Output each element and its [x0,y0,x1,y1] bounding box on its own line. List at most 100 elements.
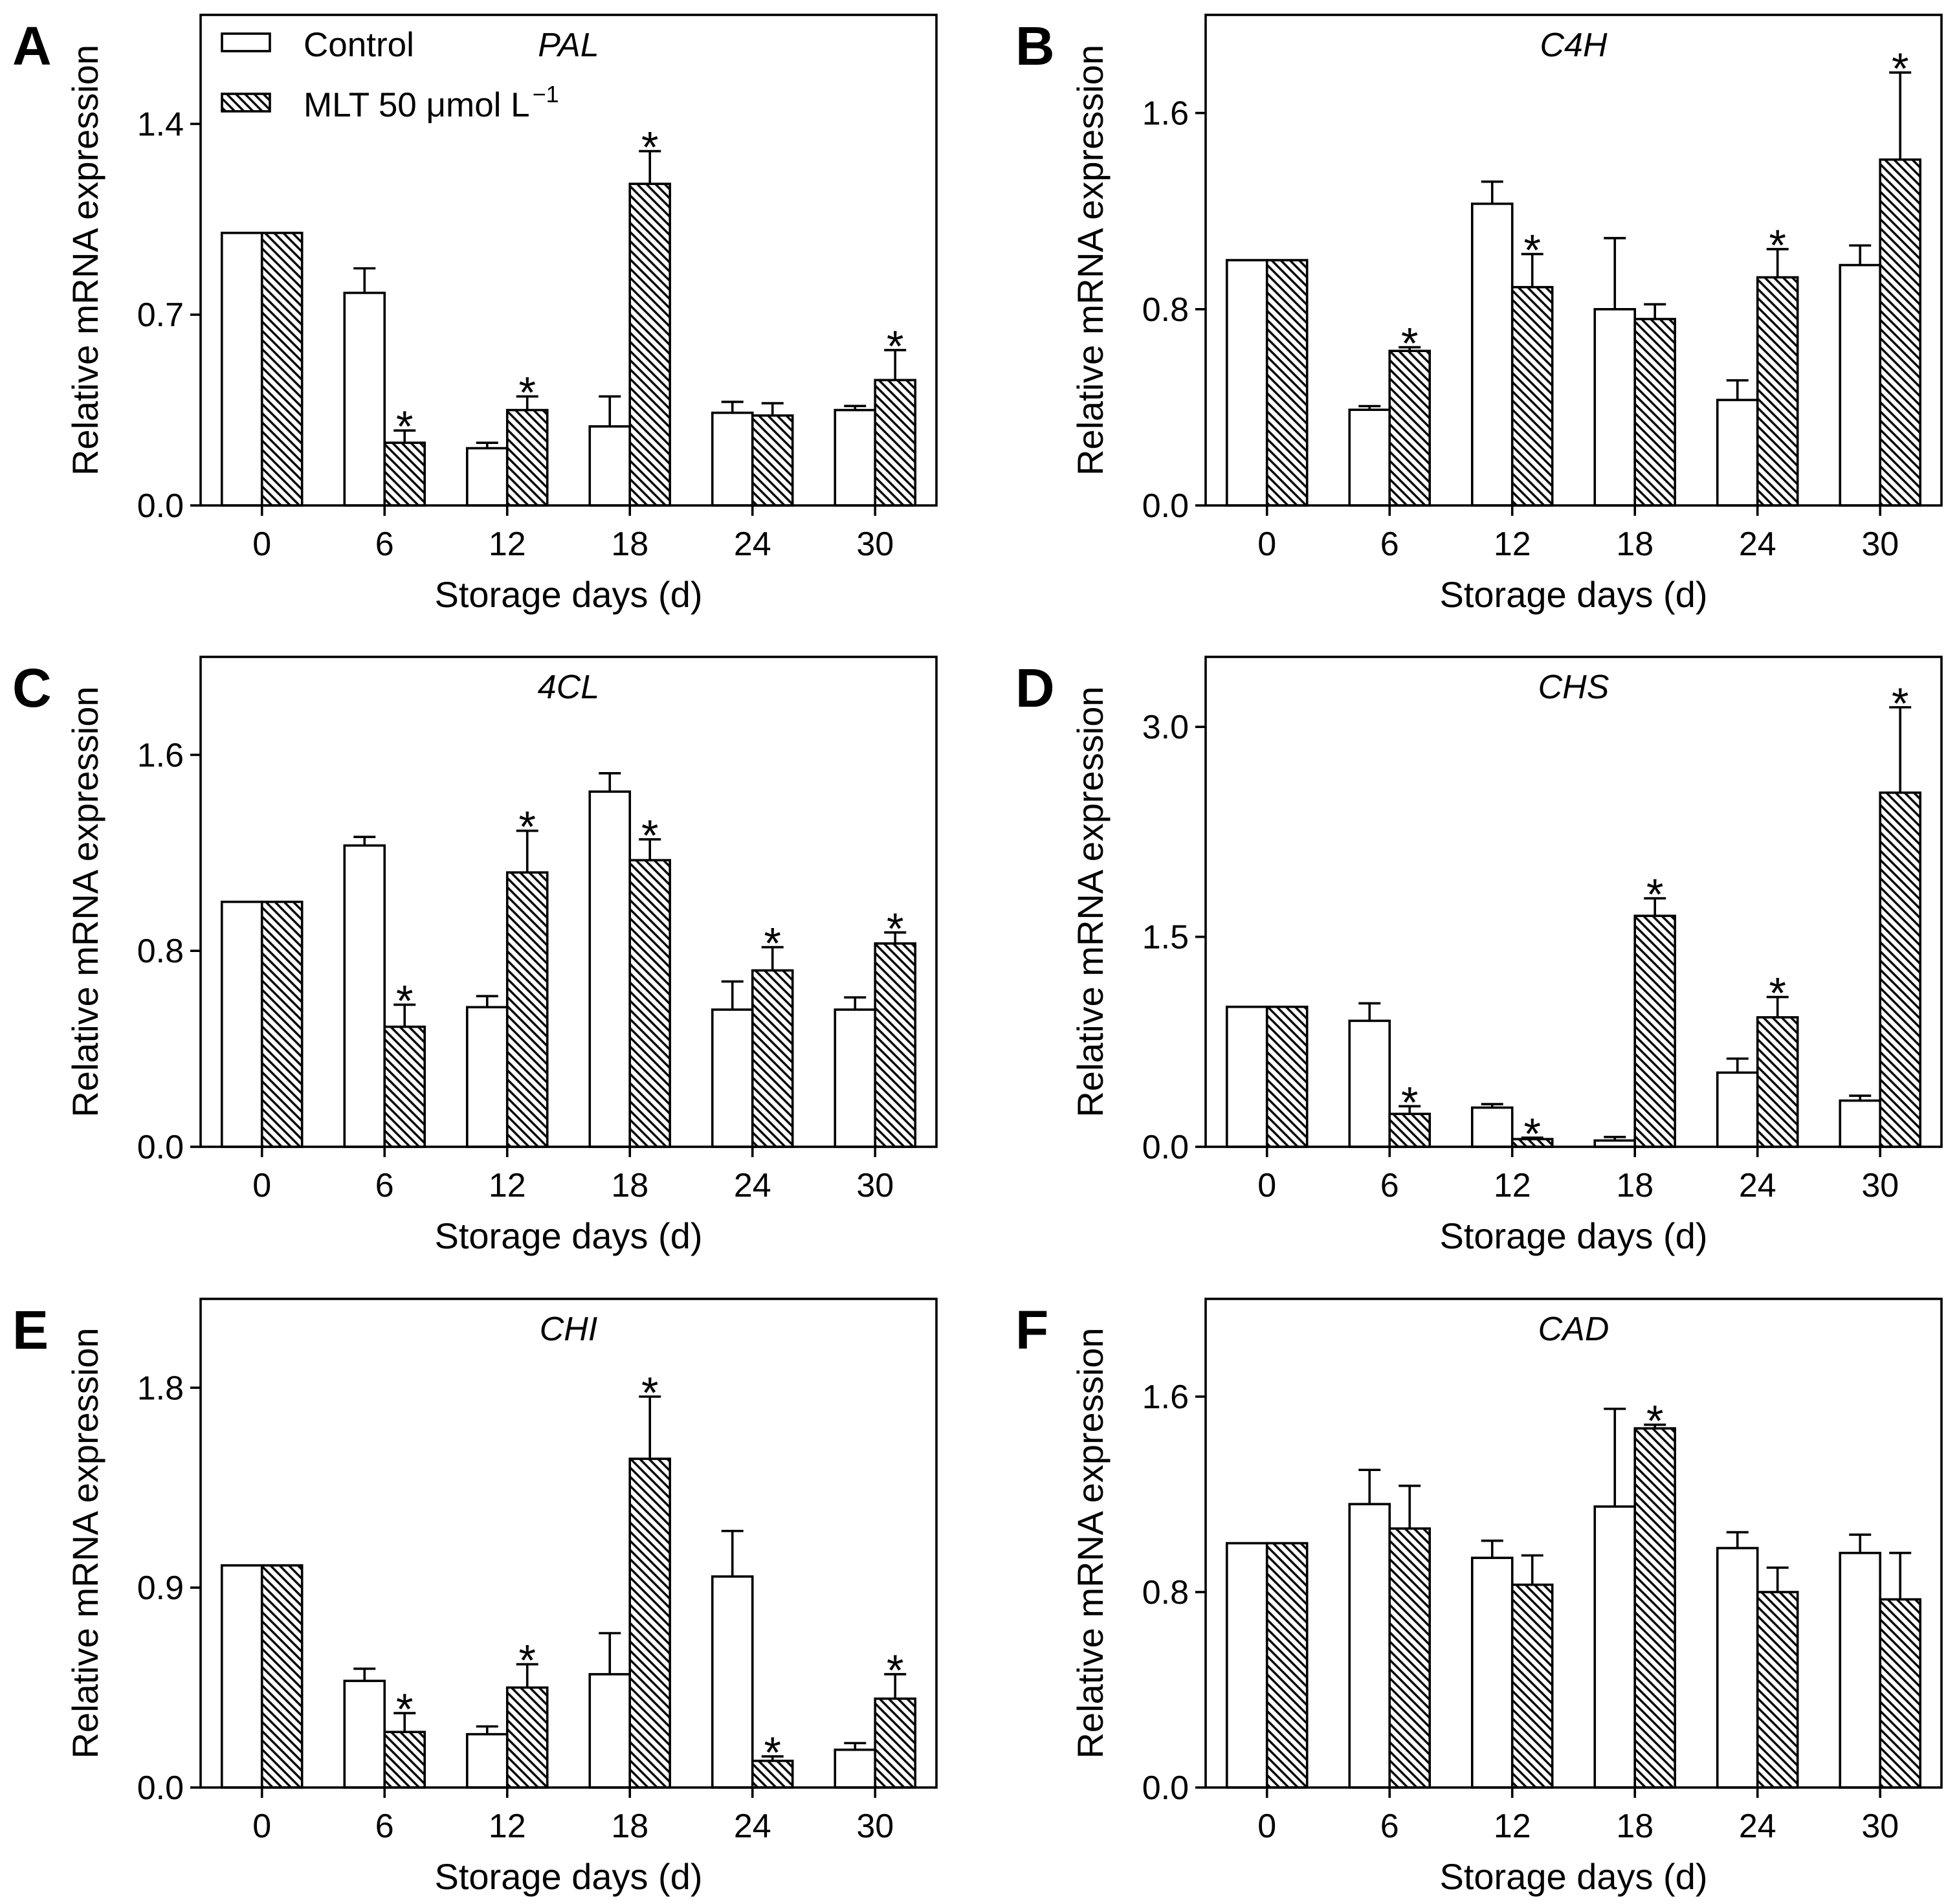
bar-control-day-18 [588,1673,632,1789]
bar-control-day-30 [834,1008,877,1148]
significance-asterisk-day-12: * [518,1636,535,1685]
y-tick-label: 0.0 [137,487,184,525]
error-bar-control-day-12 [476,1725,498,1734]
error-bar-mlt-day-18 [639,149,661,184]
bar-control-day-6 [1348,1503,1391,1789]
bar-control-day-6 [1348,1019,1391,1148]
error-bar-control-day-6 [1358,404,1381,410]
panel-letter: D [1015,658,1055,718]
significance-asterisk-day-12: * [518,803,535,852]
error-bar-control-day-6 [353,267,376,293]
error-bar-mlt-day-30 [1889,71,1912,160]
x-tick-label: 24 [734,1167,771,1204]
x-tick-label: 18 [611,1167,648,1204]
y-tick-label: 0.8 [1142,1574,1189,1611]
error-bar-control-day-12 [1481,1103,1503,1108]
x-tick-label: 6 [1380,1808,1399,1845]
x-tick-label: 24 [734,1808,771,1845]
x-axis-title: Storage days (d) [1440,574,1708,615]
bar-control-day-12 [1470,203,1514,507]
bar-control-day-30 [834,1748,877,1789]
bar-mlt-day-24 [1756,1016,1799,1148]
x-axis: 0 6 12 18 24 30 [1257,1147,1899,1204]
legend-label: Control [304,26,414,64]
y-tick-label: 0.0 [1142,1129,1189,1166]
legend: Control MLT 50 μmol L −1 [221,26,559,124]
bar-mlt-day-18 [1633,914,1677,1148]
panel-d: * * * * * 0.0 1.5 3.0 0 6 12 18 24 30 Storage days (d)… [1015,656,1943,1256]
bar-control-day-24 [711,1575,754,1789]
x-tick-label: 18 [611,1808,648,1845]
x-axis-title: Storage days (d) [1440,1215,1708,1256]
panel-c: * * * * * 0.0 0.8 1.6 0 6 12 18 24 30 Storage days (d)… [12,656,938,1256]
x-tick-label: 18 [1616,1808,1653,1845]
gene-title: C4H [1540,27,1607,64]
bar-mlt-day-0 [1265,259,1309,507]
bar-control-day-0 [1225,1005,1268,1148]
x-tick-label: 18 [611,526,648,563]
significance-asterisk-day-30: * [887,1646,903,1695]
bar-mlt-day-12 [1510,1583,1554,1789]
error-bar-mlt-day-12 [516,1663,538,1688]
error-bar-mlt-day-6 [393,429,416,443]
bar-control-day-24 [711,412,754,507]
bar-control-day-12 [1470,1556,1514,1789]
y-tick-label: 1.6 [1142,95,1189,133]
bar-mlt-day-30 [1879,158,1922,507]
significance-asterisk-day-18: * [1646,1396,1663,1445]
error-bar-mlt-day-6 [1399,346,1421,351]
legend-label-superscript: −1 [533,81,559,107]
y-axis-title: Relative mRNA expression [65,1327,105,1758]
significance-asterisk-day-24: * [1769,221,1786,270]
y-axis: 0.0 0.8 1.6 [1142,1378,1206,1807]
error-bar-control-day-24 [721,980,744,1010]
significance-asterisk-day-6: * [1401,1078,1418,1127]
significance-asterisk-day-6: * [396,402,413,451]
plot-frame [199,14,938,507]
bar-mlt-day-30 [1879,1598,1922,1789]
bar-mlt-day-6 [383,441,426,507]
x-axis-title: Storage days (d) [435,1215,703,1256]
panel-a: * * * * 0.0 0.7 1.4 0 6 12 18 24 30 Storage days (d) R… [12,14,938,615]
error-bar-mlt-day-18 [1644,897,1666,916]
y-tick-label: 3.0 [1142,709,1189,746]
panel-e: * * * * * 0.0 0.9 1.8 0 6 12 18 24 30 Storage days (d)… [12,1298,938,1897]
bar-mlt-day-30 [874,379,917,507]
y-tick-label: 0.0 [1142,487,1189,525]
bar-mlt-day-18 [628,1457,672,1789]
significance-asterisk-day-30: * [1892,679,1908,728]
significance-asterisk-day-12: * [1523,226,1540,275]
significance-asterisk-day-24: * [764,1728,780,1777]
bar-mlt-day-12 [505,871,549,1148]
error-bar-mlt-day-6 [393,1712,416,1732]
plot-frame [1204,1298,1943,1789]
bar-control-day-6 [1348,408,1391,507]
significance-asterisk-day-24: * [764,919,780,968]
significance-asterisk-day-12: * [1523,1109,1540,1158]
bar-control-day-30 [1839,263,1882,507]
y-tick-label: 1.6 [137,736,184,774]
significance-asterisk-day-18: * [641,1368,658,1417]
bar-group: * [1225,1396,1922,1789]
bar-control-day-12 [1470,1106,1514,1148]
y-tick-label: 1.4 [137,105,184,143]
bar-control-day-24 [1716,1071,1759,1148]
bar-control-day-6 [343,844,386,1148]
x-tick-label: 24 [1739,1167,1776,1204]
panel-letter: B [1015,16,1055,76]
x-axis: 0 6 12 18 24 30 [1257,1788,1899,1845]
bar-control-day-18 [1593,1505,1637,1789]
error-bar-mlt-day-6 [1399,1484,1421,1529]
error-bar-mlt-day-24 [1766,1566,1789,1592]
error-bar-control-day-12 [476,995,498,1008]
significance-asterisk-day-24: * [1769,969,1786,1018]
x-tick-label: 6 [1380,526,1399,563]
y-axis: 0.0 0.9 1.8 [137,1369,201,1807]
x-axis: 0 6 12 18 24 30 [1257,505,1899,563]
x-tick-label: 12 [1494,526,1531,563]
bar-mlt-day-18 [628,859,672,1148]
x-axis: 0 6 12 18 24 30 [252,1147,894,1204]
bar-control-day-24 [711,1008,754,1148]
x-tick-label: 12 [489,526,526,563]
